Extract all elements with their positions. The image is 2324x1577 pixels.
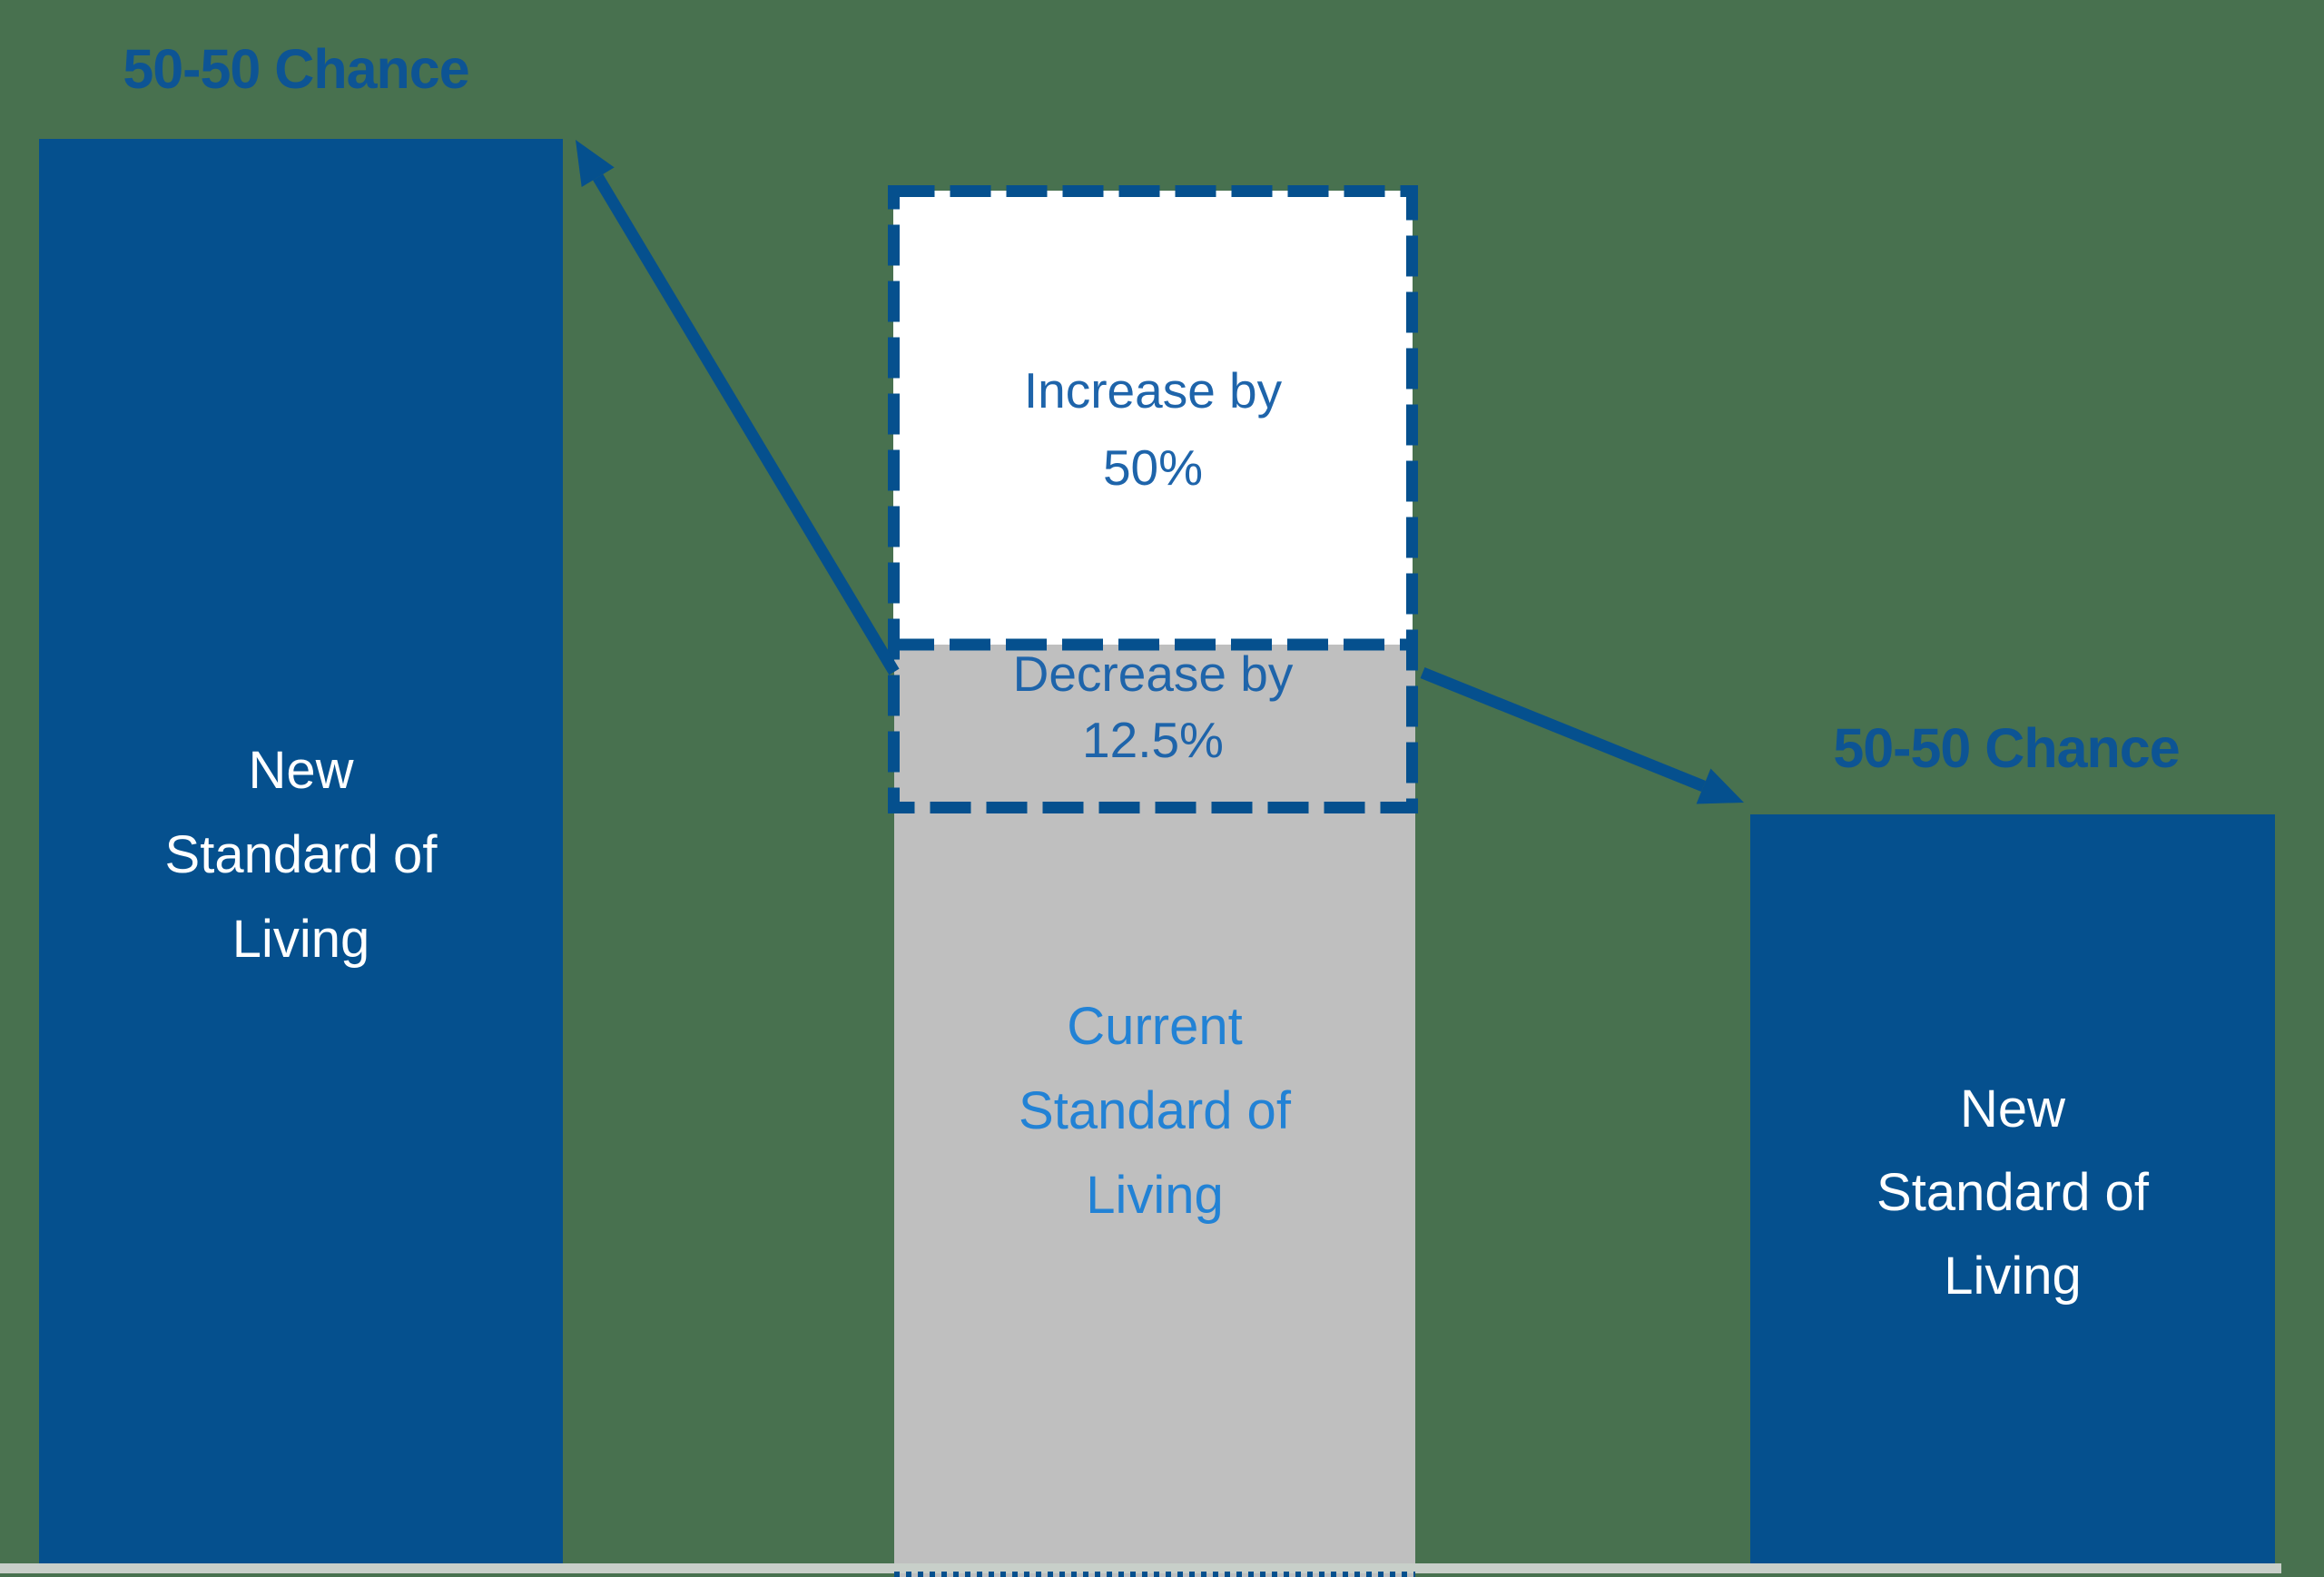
new-standard-bar-low — [1750, 814, 2275, 1563]
new-standard-label-high: New Standard of Living — [164, 741, 438, 969]
current-standard-bar — [894, 645, 1415, 1577]
decrease-label: Decrease by 12.5% — [1012, 646, 1294, 768]
chance-label-right: 50-50 Chance — [1833, 717, 2180, 779]
increase-zone — [893, 191, 1413, 645]
arrowhead-right-icon — [1696, 768, 1744, 804]
chance-label-left: 50-50 Chance — [123, 38, 469, 100]
baseline-axis — [0, 1563, 2281, 1573]
new-standard-label-low: New Standard of Living — [1876, 1079, 2149, 1306]
dotted-bottom-line — [894, 1572, 1415, 1577]
arrow-to-right-bar-line — [1420, 666, 1706, 793]
increase-label: Increase by 50% — [1023, 362, 1283, 496]
arrow-to-left-bar-line — [593, 173, 900, 675]
current-standard-label: Current Standard of Living — [1019, 997, 1291, 1225]
dashed-gamble-box — [888, 185, 1418, 813]
new-standard-bar-high — [39, 139, 563, 1563]
arrowhead-left-icon — [576, 140, 615, 187]
